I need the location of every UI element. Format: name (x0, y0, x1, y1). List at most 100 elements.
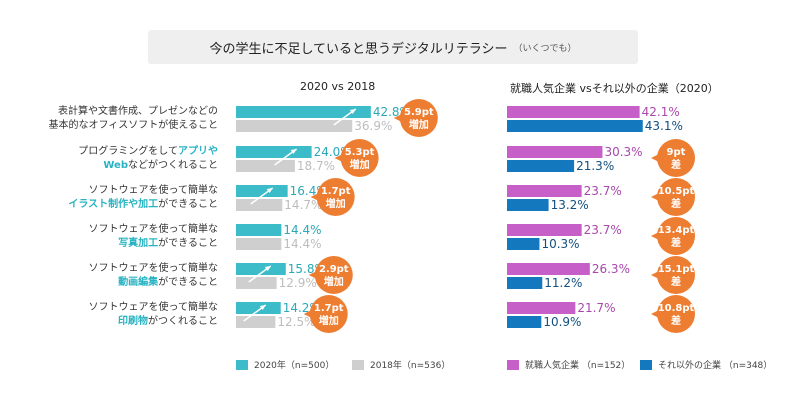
bar-1-b (507, 238, 540, 250)
value-label-1-b: 13.2% (551, 198, 589, 212)
legend-label-2018: 2018年（n=536） (370, 361, 451, 371)
badge-0 (340, 139, 379, 177)
category-label: ソフトウェアを使って簡単なイラスト制作や加工ができること (20, 184, 218, 212)
badge-text-line2: 増加 (319, 314, 339, 327)
value-label-0-b: 18.7% (297, 159, 335, 173)
trend-arrowhead (264, 266, 271, 271)
badge-text-line1: 9pt (667, 147, 686, 158)
value-label-1-a: 26.3% (592, 262, 630, 276)
category-label-line: ソフトウェアを使って簡単な (88, 185, 219, 196)
trend-arrowhead (290, 149, 297, 154)
category-label: ソフトウェアを使って簡単な写真加工ができること (20, 223, 219, 251)
bar-1-b (507, 160, 575, 172)
value-label-0-b: 14.7% (284, 198, 322, 212)
category-label-line: ソフトウェアを使って簡単な (88, 263, 219, 274)
value-label-0-b: 12.9% (279, 276, 317, 290)
badge-0 (309, 295, 348, 333)
badge-pointer-0 (393, 114, 402, 122)
value-label-0-b: 36.9% (354, 119, 392, 133)
bar-1-b (507, 199, 549, 211)
badge-pointer-0 (308, 271, 317, 279)
badge-text-line2: 差 (671, 275, 681, 288)
value-label-1-a: 21.7% (577, 301, 615, 315)
badge-text-line2: 差 (671, 158, 681, 171)
value-label-1-b: 10.3% (541, 237, 579, 251)
badge-pointer-0 (310, 193, 319, 201)
bar-1-a (507, 224, 582, 236)
legend-2020: 2020年（n=500） (236, 358, 334, 371)
badge-text-line1: 1.7pt (314, 303, 344, 314)
badge-text-line2: 増加 (350, 158, 370, 171)
category-label-line: プログラミングをしてアプリや (78, 146, 218, 157)
badge-1 (657, 139, 695, 177)
badge-pointer-0 (334, 154, 343, 162)
badge-1 (657, 295, 695, 333)
badge-text-line1: 5.3pt (345, 147, 375, 158)
value-label-1-a: 23.7% (584, 223, 622, 237)
badge-text-line1: 10.8pt (658, 303, 695, 314)
trend-arrowhead (266, 188, 273, 193)
badge-pointer-1 (651, 154, 659, 162)
legend-swatch-2018 (352, 359, 364, 370)
category-label: プログラミングをしてアプリや Webなどがつくれること (20, 145, 218, 173)
category-label-line: 表計算や文書作成、プレゼンなどの (58, 106, 218, 117)
category-label-line: 印刷物がつくれること (118, 316, 218, 327)
category-label: ソフトウェアを使って簡単な印刷物がつくれること (20, 301, 219, 329)
bar-0-b (236, 238, 282, 250)
legend-swatch-popular (507, 359, 519, 370)
bar-0-a (236, 302, 281, 314)
chart-title: 今の学生に不足していると思うデジタルリテラシー (209, 41, 508, 57)
category-label-line: イラスト制作や加工ができること (68, 199, 218, 210)
bar-0-b (236, 120, 353, 132)
bar-0-b (236, 160, 295, 172)
legend-2018: 2018年（n=536） (352, 358, 450, 371)
badge-text-line2: 増加 (326, 197, 346, 210)
bar-0-b (236, 199, 283, 211)
badge-text-line1: 15.1pt (658, 264, 695, 275)
badge-1 (657, 256, 695, 294)
legend-label-popular: 就職人気企業 （n=152） (525, 361, 631, 371)
value-label-1-a: 42.1% (642, 105, 680, 119)
badge-pointer-0 (303, 310, 312, 318)
legend-label-2020: 2020年（n=500） (254, 361, 335, 371)
legend-other: それ以外の企業 （n=348） (640, 358, 772, 371)
value-label-1-b: 11.2% (544, 276, 582, 290)
bar-1-a (507, 146, 603, 158)
legend-popular: 就職人気企業 （n=152） (507, 358, 630, 371)
badge-0 (314, 256, 353, 294)
category-label-line: ソフトウェアを使って簡単な (88, 224, 219, 235)
category-label-line: Webなどがつくれること (103, 160, 218, 171)
trend-arrowhead (259, 305, 266, 310)
badge-text-line2: 増加 (409, 118, 429, 131)
right-panel-title: 就職人気企業 vsそれ以外の企業（2020） (510, 82, 719, 95)
category-label-line: 写真加工ができること (118, 238, 218, 249)
category-label-line: ソフトウェアを使って簡単な (88, 302, 219, 313)
badge-pointer-1 (651, 193, 659, 201)
category-label: ソフトウェアを使って簡単な動画編集ができること (20, 262, 219, 290)
bar-0-a (236, 146, 312, 158)
badge-0 (316, 178, 355, 216)
value-label-0-a: 14.4% (283, 223, 321, 237)
category-label-line: 動画編集ができること (118, 277, 218, 288)
badge-pointer-1 (651, 232, 659, 240)
trend-arrowhead (349, 109, 356, 114)
value-label-1-b: 43.1% (645, 119, 683, 133)
category-label-line: 基本的なオフィスソフトが使えること (48, 120, 219, 131)
badge-text-line1: 13.4pt (658, 225, 695, 236)
value-label-0-b: 12.5% (277, 315, 315, 329)
badge-0 (399, 99, 438, 137)
bar-0-a (236, 106, 371, 118)
badge-text-line1: 10.5pt (658, 186, 695, 197)
badge-text-line2: 差 (671, 197, 681, 210)
chart-subtitle: （いくつでも） (513, 43, 577, 54)
legend-label-other: それ以外の企業 （n=348） (658, 361, 773, 371)
badge-pointer-1 (651, 271, 659, 279)
bar-1-b (507, 316, 542, 328)
badge-text-line2: 増加 (324, 275, 344, 288)
bar-0-a (236, 185, 288, 197)
bar-0-b (236, 277, 277, 289)
legend-swatch-other (640, 359, 652, 370)
badge-text-line2: 差 (671, 236, 681, 249)
bar-1-a (507, 302, 576, 314)
